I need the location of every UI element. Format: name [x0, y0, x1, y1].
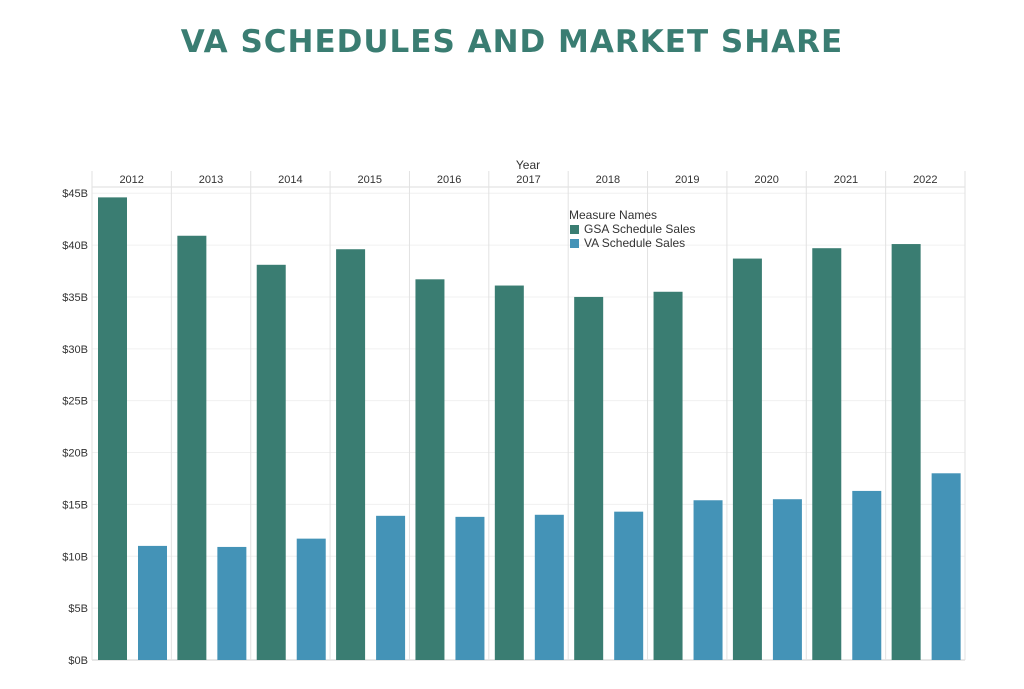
year-separators: [91, 171, 966, 660]
year-header-2013: 2013: [199, 174, 223, 186]
year-header-2017: 2017: [516, 174, 540, 186]
bar-va-2012: [138, 545, 167, 660]
bar-gsa-2020: [732, 258, 762, 660]
y-tick-label: $20B: [62, 448, 88, 460]
bar-va-2016: [455, 516, 485, 660]
y-tick-label: $30B: [62, 344, 88, 356]
bar-gsa-2019: [653, 291, 683, 660]
bar-gsa-2012: [98, 197, 127, 660]
bar-gsa-2014: [256, 264, 286, 660]
column-headers: Year 2012 2013 2014 2015 2016 2017 2018 2019 202…: [119, 158, 937, 186]
y-tick-label: $25B: [62, 396, 88, 408]
y-tick-label: $15B: [62, 499, 88, 511]
bar-va-2021: [852, 490, 882, 660]
y-axis: $0B $5B $10B $15B $20B $25B $30B $35B $40B $45B: [62, 188, 88, 667]
legend-item-label: GSA Schedule Sales: [584, 222, 695, 236]
year-header-2015: 2015: [358, 174, 382, 186]
year-header-2014: 2014: [278, 174, 302, 186]
y-tick-label: $35B: [62, 292, 88, 304]
bar-gsa-2018: [574, 296, 604, 660]
y-tick-label: $0B: [68, 655, 88, 667]
year-header-2012: 2012: [119, 174, 143, 186]
bar-va-2015: [376, 515, 406, 660]
legend-title: Measure Names: [569, 208, 657, 222]
legend-item-label: VA Schedule Sales: [584, 236, 685, 250]
bar-va-2018: [614, 511, 644, 660]
bar-va-2014: [296, 538, 326, 660]
column-header-title: Year: [516, 158, 540, 172]
bar-gsa-2017: [494, 285, 524, 660]
year-header-2020: 2020: [754, 174, 778, 186]
bar-gsa-2016: [415, 279, 445, 660]
bar-va-2017: [534, 514, 564, 660]
year-header-2022: 2022: [913, 174, 937, 186]
bar-gsa-2022: [891, 244, 921, 660]
year-header-2016: 2016: [437, 174, 461, 186]
y-tick-label: $40B: [62, 240, 88, 252]
legend-swatch: [570, 239, 579, 248]
bar-gsa-2021: [812, 248, 842, 660]
bar-gsa-2013: [177, 235, 207, 660]
year-header-2018: 2018: [596, 174, 620, 186]
y-tick-label: $5B: [68, 603, 88, 615]
year-header-2021: 2021: [834, 174, 858, 186]
bars: [98, 197, 961, 660]
y-tick-label: $45B: [62, 188, 88, 200]
bar-va-2013: [217, 546, 247, 660]
year-header-2019: 2019: [675, 174, 699, 186]
bar-va-2022: [931, 473, 961, 660]
legend-swatch: [570, 225, 579, 234]
bar-va-2020: [772, 499, 802, 660]
y-tick-label: $10B: [62, 551, 88, 563]
page-title: VA SCHEDULES AND MARKET SHARE: [180, 24, 844, 60]
bar-gsa-2015: [336, 249, 366, 660]
bar-va-2019: [693, 500, 723, 660]
